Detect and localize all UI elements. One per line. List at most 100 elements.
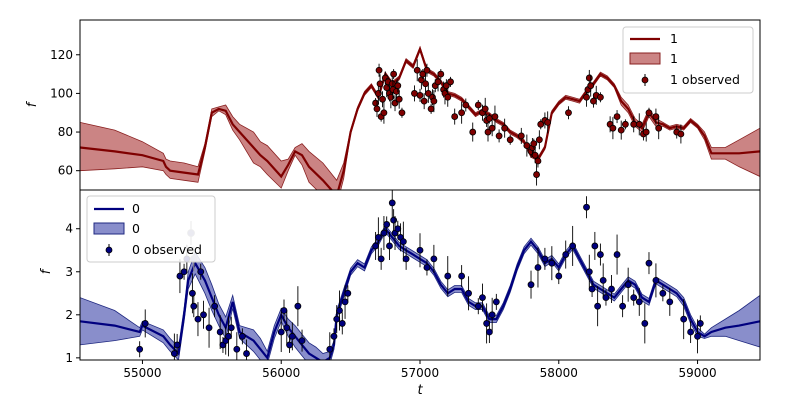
observed-point bbox=[373, 105, 381, 113]
observed-point bbox=[481, 105, 489, 113]
observed-point bbox=[548, 259, 556, 267]
observed-point bbox=[423, 66, 431, 74]
observed-point bbox=[225, 332, 232, 340]
observed-point bbox=[587, 82, 595, 90]
observed-point bbox=[474, 302, 482, 310]
observed-point bbox=[211, 302, 219, 310]
observed-point bbox=[288, 332, 296, 340]
top-legend-point-swatch bbox=[641, 76, 649, 84]
observed-point bbox=[444, 93, 452, 101]
observed-point bbox=[458, 109, 466, 117]
observed-point bbox=[641, 320, 649, 327]
observed-point bbox=[416, 246, 424, 254]
bottom-legend-label-observed: 0 observed bbox=[132, 242, 202, 257]
observed-point bbox=[680, 315, 688, 323]
top-observed-points bbox=[372, 59, 685, 186]
observed-point bbox=[602, 294, 610, 301]
observed-point bbox=[617, 126, 625, 134]
observed-point bbox=[395, 95, 403, 103]
observed-point bbox=[590, 97, 597, 105]
observed-point bbox=[294, 302, 302, 310]
observed-point bbox=[387, 93, 395, 101]
observed-point bbox=[458, 272, 466, 280]
observed-point bbox=[492, 298, 500, 306]
observed-point bbox=[375, 66, 383, 74]
observed-point bbox=[330, 332, 338, 340]
observed-point bbox=[379, 95, 386, 103]
observed-point bbox=[608, 285, 615, 293]
observed-point bbox=[393, 88, 400, 95]
observed-point bbox=[430, 97, 438, 105]
observed-point bbox=[437, 70, 445, 78]
observed-point bbox=[462, 101, 470, 109]
observed-point bbox=[501, 124, 509, 132]
bottom-legend-label-band: 0 bbox=[132, 221, 140, 236]
observed-point bbox=[645, 259, 653, 267]
observed-point bbox=[495, 132, 503, 140]
bottom-y-axis-label: f bbox=[39, 267, 54, 274]
bottom-legend: 0 0 0 observed bbox=[86, 195, 216, 263]
observed-point bbox=[200, 311, 207, 319]
observed-point bbox=[652, 276, 660, 284]
observed-point bbox=[376, 80, 384, 88]
observed-point bbox=[227, 324, 235, 332]
bottom-legend-label-line: 0 bbox=[132, 201, 140, 216]
observed-point bbox=[388, 199, 396, 207]
observed-point bbox=[394, 82, 402, 90]
observed-point bbox=[527, 281, 535, 289]
observed-point bbox=[388, 80, 396, 88]
observed-point bbox=[488, 124, 496, 132]
y-tick-label: 1 bbox=[65, 351, 73, 365]
y-tick-label: 100 bbox=[50, 86, 73, 100]
observed-point bbox=[424, 90, 432, 97]
observed-point bbox=[422, 80, 429, 88]
observed-point bbox=[170, 350, 178, 357]
observed-point bbox=[635, 120, 643, 128]
bottom-y-ticks: 1 2 3 4 bbox=[65, 222, 80, 365]
observed-point bbox=[517, 132, 525, 140]
observed-point bbox=[402, 255, 410, 263]
observed-point bbox=[372, 99, 379, 107]
observed-point bbox=[190, 302, 198, 310]
observed-point bbox=[624, 281, 632, 289]
observed-point bbox=[394, 225, 402, 233]
observed-point bbox=[233, 345, 241, 353]
top-legend-band-swatch bbox=[629, 52, 661, 65]
observed-point bbox=[444, 272, 452, 280]
observed-point bbox=[635, 298, 643, 306]
observed-point bbox=[344, 289, 352, 297]
y-tick-label: 80 bbox=[58, 125, 73, 139]
observed-point bbox=[677, 130, 685, 138]
y-tick-label: 4 bbox=[65, 222, 73, 236]
observed-point bbox=[238, 332, 246, 340]
observed-point bbox=[173, 341, 181, 349]
x-tick-label: 59000 bbox=[678, 366, 716, 380]
observed-point bbox=[569, 242, 577, 250]
observed-point bbox=[341, 298, 349, 306]
observed-point bbox=[696, 320, 704, 327]
observed-point bbox=[485, 328, 493, 336]
observed-point bbox=[380, 109, 388, 117]
observed-point bbox=[442, 82, 450, 90]
bottom-legend-point-swatch bbox=[105, 246, 113, 254]
observed-point bbox=[609, 124, 617, 132]
observed-point bbox=[597, 93, 604, 101]
observed-point bbox=[562, 251, 570, 258]
observed-point bbox=[333, 315, 341, 323]
observed-point bbox=[383, 84, 391, 92]
observed-point bbox=[585, 74, 593, 82]
observed-point bbox=[216, 328, 224, 336]
bottom-panel: 1 2 3 4 55000 56000 57000 58000 59000 f t 0 0 0… bbox=[39, 189, 761, 398]
observed-point bbox=[533, 171, 540, 178]
observed-point bbox=[338, 320, 346, 327]
observed-point bbox=[447, 78, 454, 86]
observed-point bbox=[420, 97, 428, 105]
observed-point bbox=[413, 66, 421, 74]
observed-point bbox=[585, 268, 593, 276]
observed-point bbox=[583, 93, 590, 101]
observed-point bbox=[630, 120, 638, 128]
top-panel: 60 80 100 120 f 1 1 1 observed bbox=[25, 19, 761, 194]
observed-point bbox=[390, 216, 398, 224]
observed-point bbox=[687, 328, 695, 336]
